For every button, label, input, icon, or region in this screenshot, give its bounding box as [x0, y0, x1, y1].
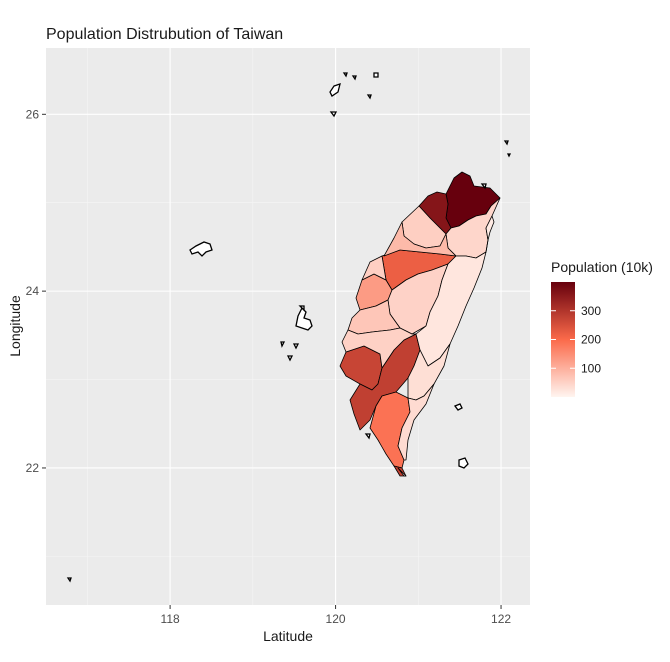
region-yilan-coast [485, 215, 495, 253]
x-tick-label: 122 [491, 612, 511, 626]
region-chiayi [341, 327, 417, 369]
island-matsu-3 [329, 111, 338, 118]
region-taitung-north [407, 343, 451, 401]
island-matsu-6 [366, 94, 372, 100]
legend-title: Population (10k) [551, 259, 653, 275]
island-orchid-island [458, 457, 469, 469]
region-hualien [415, 251, 487, 367]
island-penghu-west [286, 355, 294, 362]
region-south-tip [397, 467, 407, 477]
legend-tick-label: 100 [581, 361, 601, 375]
island-green-island [453, 403, 463, 411]
island-mianhua [506, 153, 512, 158]
region-hsinchu-county [361, 255, 387, 281]
chart-title: Population Distrubution of Taiwan [46, 26, 283, 43]
island-guishan [480, 183, 487, 190]
island-matsu-1 [329, 83, 341, 97]
legend-ticks: 100 200 300 [551, 304, 601, 375]
legend-tick-label: 200 [581, 333, 601, 347]
island-penghu-east [298, 305, 305, 312]
x-tick-label: 120 [326, 612, 346, 626]
island-matsu-4 [342, 72, 348, 78]
region-miaoli [383, 221, 457, 257]
y-tick-label: 26 [26, 107, 40, 121]
x-tick-label: 118 [161, 612, 180, 626]
y-tick-label: 24 [26, 284, 40, 298]
island-matsu-5 [351, 75, 357, 81]
legend-tick-label: 300 [581, 304, 601, 318]
island-pengjia [503, 140, 509, 146]
region-taitung-south [397, 383, 435, 461]
county-regions [339, 171, 501, 477]
y-axis-title: Longitude [7, 295, 23, 357]
island-pratas [66, 577, 72, 583]
outlying-islands [66, 72, 512, 583]
y-axis: 22 24 26 [26, 107, 46, 475]
x-axis-title: Latitude [263, 628, 313, 644]
island-penghu-south [292, 343, 300, 350]
island-penghu-tiny-1 [280, 341, 286, 348]
island-liuqiu [364, 433, 371, 440]
legend: Population (10k) 100 200 300 [551, 259, 653, 397]
island-kinmen [189, 241, 213, 257]
x-axis: 118 120 122 [161, 605, 511, 626]
y-tick-label: 22 [26, 461, 40, 475]
island-matsu-2 [373, 72, 379, 78]
